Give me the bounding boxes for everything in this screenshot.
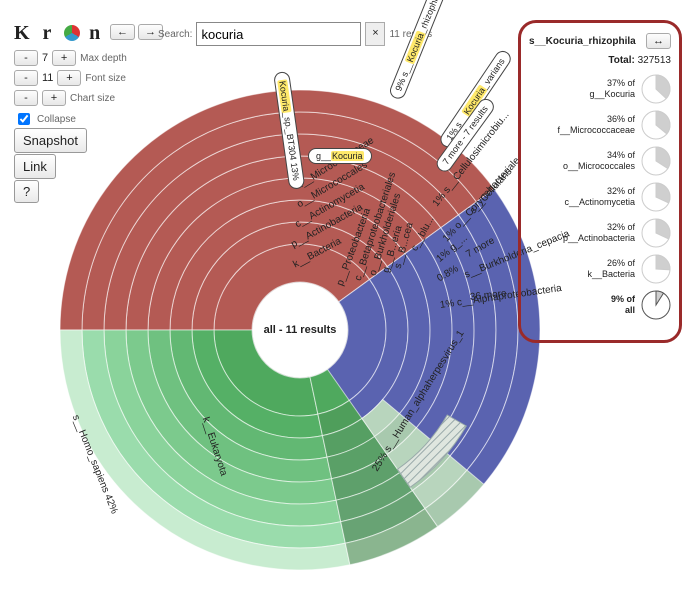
maxdepth-row: - 7 + Max depth [14,50,127,66]
maxdepth-value: 7 [42,52,48,64]
panel-percent-text: 26% ofk__Bacteria [587,258,635,280]
mini-pie-icon [641,110,671,140]
logo-text-left: K r [14,22,64,44]
chart-highlight-pill[interactable]: g__Kocuria [308,148,372,164]
search-bar: Search: × 11 results [158,22,432,46]
panel-percent-row[interactable]: 36% off__Micrococcaceae [529,110,671,140]
logo-pie-icon [64,25,80,41]
panel-nav-button[interactable]: ↔ [646,33,671,49]
panel-percent-row[interactable]: 9% ofall [529,290,671,320]
mini-pie-icon [641,146,671,176]
mini-pie-icon [641,218,671,248]
nav-back-button[interactable]: ← [110,24,135,40]
collapse-checkbox[interactable] [18,113,30,125]
panel-percent-text: 36% off__Micrococcaceae [557,114,635,136]
panel-percent-text: 32% ofp__Actinobacteria [563,222,635,244]
mini-pie-icon [641,182,671,212]
panel-total-value: 327513 [638,55,671,66]
panel-percent-row[interactable]: 32% ofp__Actinobacteria [529,218,671,248]
history-nav: ← → [110,24,163,40]
help-row: ? [14,180,39,203]
chart-center-label[interactable]: all - 11 results [255,324,345,336]
maxdepth-label: Max depth [80,53,127,64]
mini-pie-icon [641,290,671,320]
panel-percent-text: 32% ofc__Actinomycetia [564,186,635,208]
mini-pie-icon [641,254,671,284]
maxdepth-plus-button[interactable]: + [52,50,76,66]
panel-percent-text: 34% ofo__Micrococcales [563,150,635,172]
detail-panel: s__Kocuria_rhizophila ↔ Total: 327513 37… [518,20,682,343]
panel-percent-text: 9% ofall [611,294,635,316]
maxdepth-minus-button[interactable]: - [14,50,38,66]
search-clear-button[interactable]: × [365,22,385,46]
chartsize-minus-button[interactable]: - [14,90,38,106]
mini-pie-icon [641,74,671,104]
panel-percent-row[interactable]: 37% ofg__Kocuria [529,74,671,104]
panel-title: s__Kocuria_rhizophila [529,36,636,47]
panel-total-label: Total: [608,55,634,66]
panel-percent-row[interactable]: 26% ofk__Bacteria [529,254,671,284]
search-label: Search: [158,29,192,40]
panel-percent-text: 37% ofg__Kocuria [589,78,635,100]
fontsize-minus-button[interactable]: - [14,70,38,86]
search-input[interactable] [196,22,361,46]
panel-percent-row[interactable]: 32% ofc__Actinomycetia [529,182,671,212]
panel-percent-row[interactable]: 34% ofo__Micrococcales [529,146,671,176]
help-button[interactable]: ? [14,180,39,203]
